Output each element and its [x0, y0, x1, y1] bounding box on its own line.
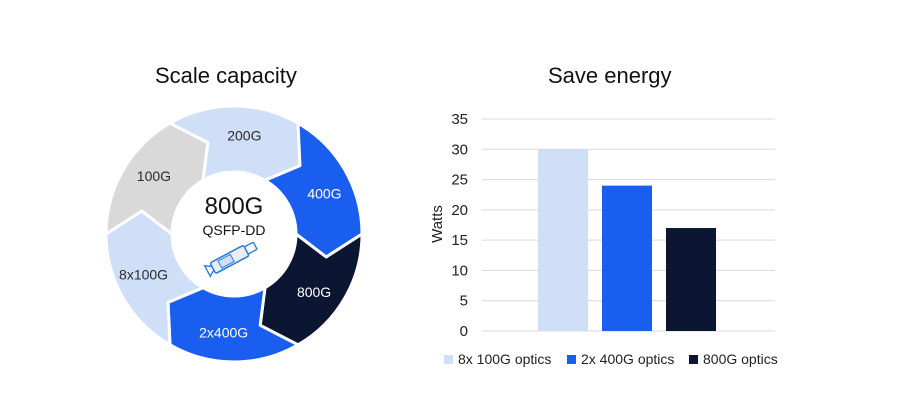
legend-label: 800G optics	[703, 351, 778, 367]
y-tick-label: 35	[451, 111, 468, 128]
donut-center-subtitle: QSFP-DD	[203, 222, 266, 238]
donut-label-400g: 400G	[307, 186, 341, 202]
donut-label-200g: 200G	[227, 128, 261, 144]
y-tick-label: 15	[451, 232, 468, 249]
donut-label-800g: 800G	[297, 284, 331, 300]
legend-label: 2x 400G optics	[581, 351, 674, 367]
qsfp-transceiver-icon	[203, 241, 258, 278]
bar-800g-optics	[666, 228, 716, 331]
legend-label: 8x 100G optics	[458, 351, 551, 367]
bar-2x-400g-optics	[602, 185, 652, 331]
donut-title: Scale capacity	[155, 63, 297, 88]
y-tick-label: 5	[460, 293, 468, 310]
y-tick-label: 25	[451, 172, 468, 189]
y-tick-label: 0	[460, 323, 468, 340]
donut-center-title: 800G	[205, 193, 264, 220]
legend-swatch	[444, 355, 453, 364]
donut-center	[172, 172, 296, 296]
donut-label-8x100g: 8x100G	[119, 266, 168, 282]
legend-swatch	[689, 355, 698, 364]
legend-swatch	[567, 355, 576, 364]
y-tick-label: 20	[451, 202, 468, 219]
y-axis-label: Watts	[429, 205, 446, 243]
bar-chart-title: Save energy	[548, 63, 672, 88]
donut-label-100g: 100G	[137, 168, 171, 184]
bar-8x-100g-optics	[538, 149, 588, 331]
y-tick-label: 10	[451, 262, 468, 279]
donut-label-2x400g: 2x400G	[199, 324, 248, 340]
y-tick-label: 30	[451, 141, 468, 158]
